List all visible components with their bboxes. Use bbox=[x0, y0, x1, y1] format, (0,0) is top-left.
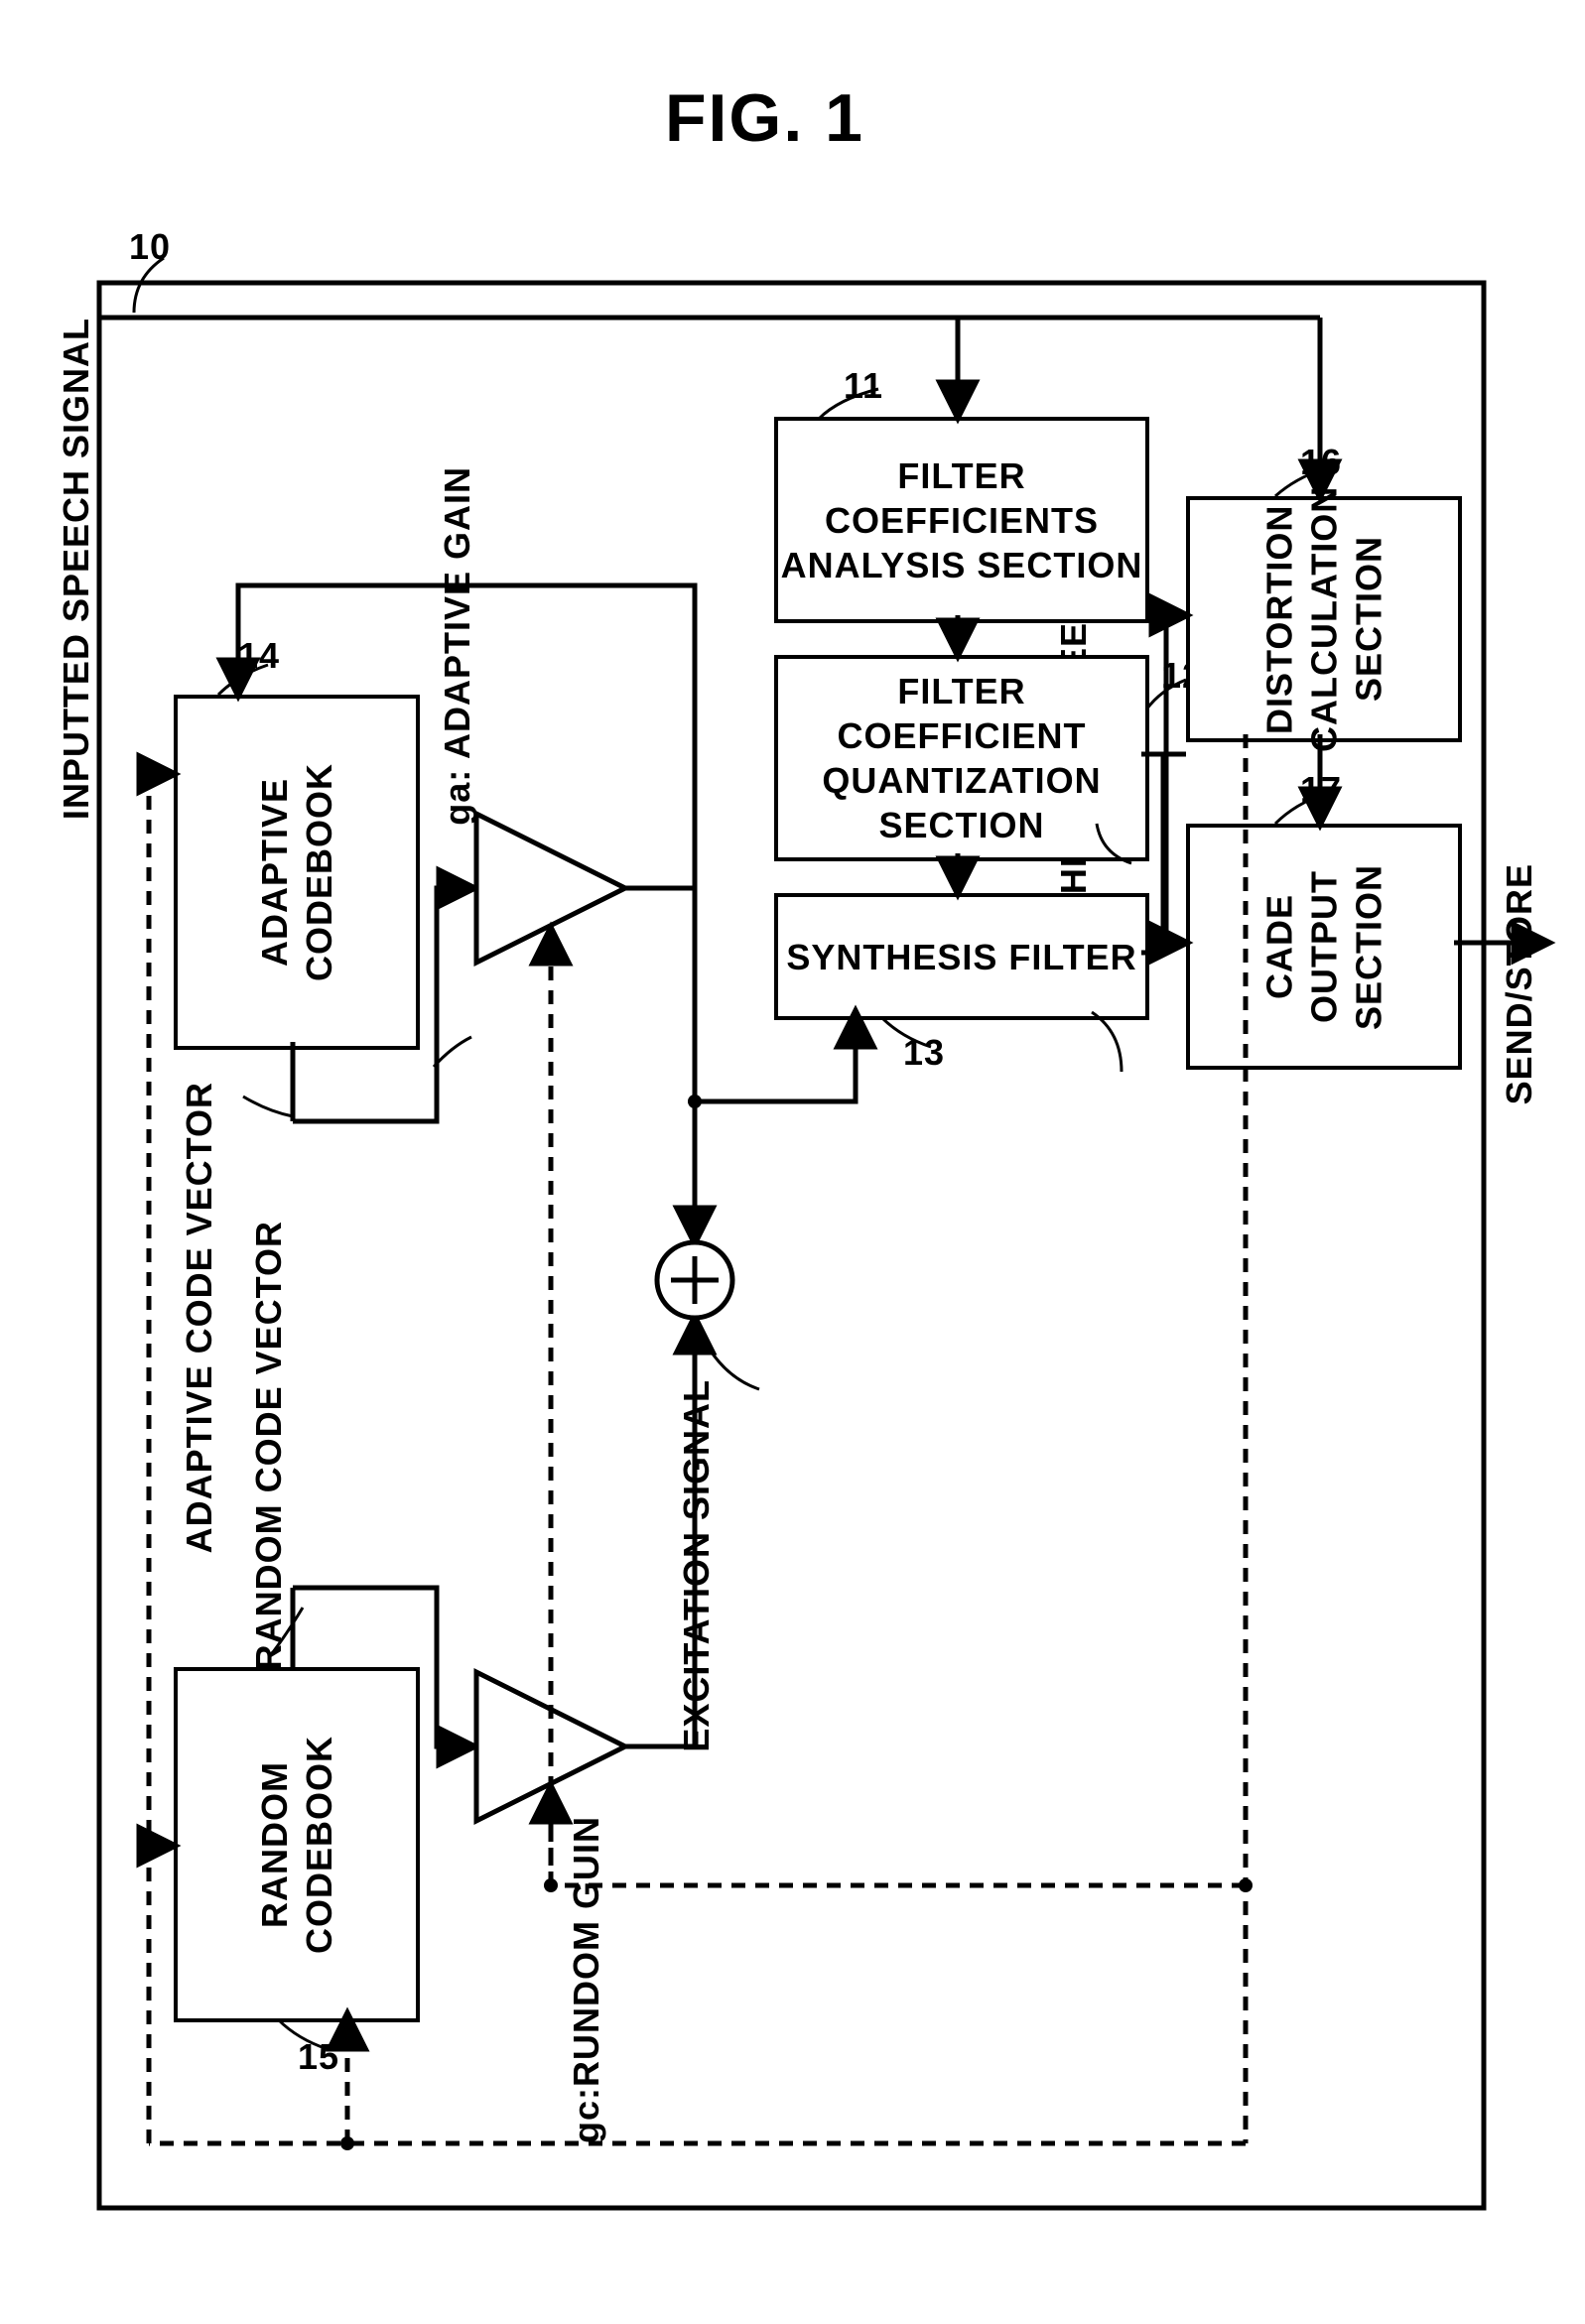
diagram-canvas: FIG. 1 INPUTTED SPEECH SIGNAL 10 11 12 1… bbox=[0, 0, 1585, 2324]
wiring-svg bbox=[0, 0, 1585, 2324]
